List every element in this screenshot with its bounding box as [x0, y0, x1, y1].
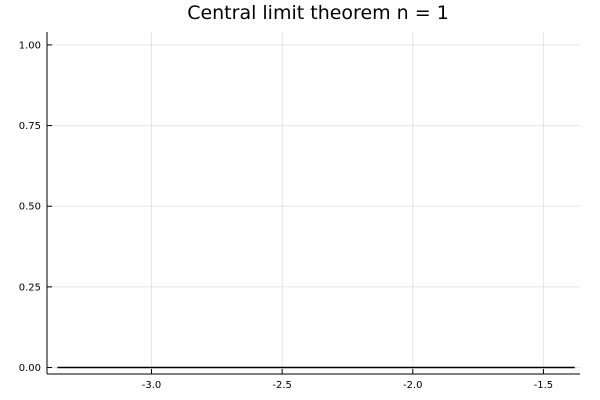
x-tick-label: -2.0: [403, 380, 423, 391]
x-tick-label: -2.5: [272, 380, 292, 391]
x-tick-label: -3.0: [142, 380, 162, 391]
y-tick-label: 0.25: [19, 282, 41, 293]
y-tick-label: 0.50: [19, 202, 41, 213]
y-tick-label: 0.75: [19, 121, 41, 132]
chart-title: Central limit theorem n = 1: [187, 2, 449, 24]
y-tick-label: 0.00: [19, 363, 41, 374]
ticks: -3.0 -2.5 -2.0 -1.5 0.00 0.25 0.50 0.75 1.00: [19, 40, 553, 391]
x-tick-label: -1.5: [534, 380, 554, 391]
y-tick-label: 1.00: [19, 40, 41, 51]
grid: [47, 32, 580, 374]
axes: [46, 32, 580, 375]
